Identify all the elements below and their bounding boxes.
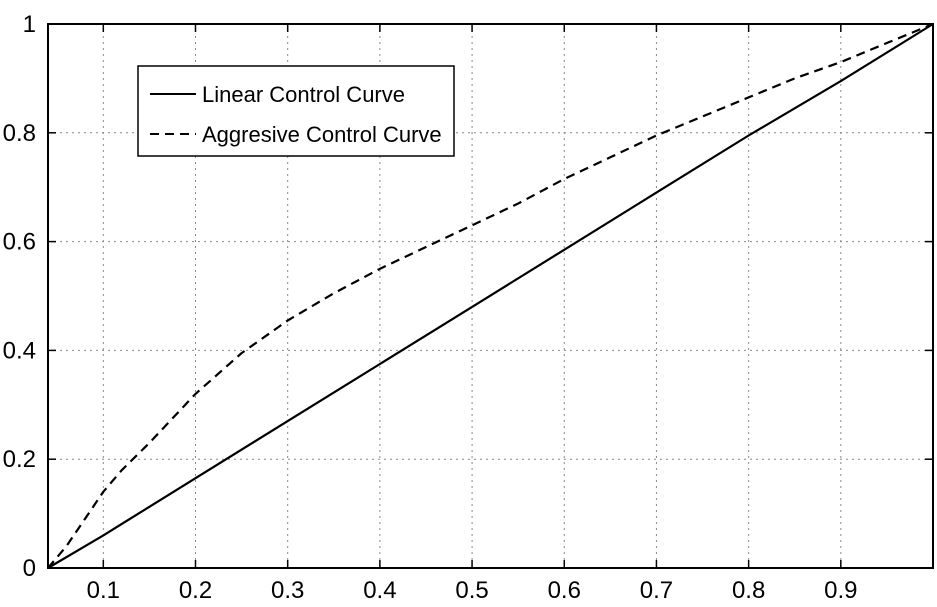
x-tick-label: 0.2 <box>179 577 212 604</box>
series-layer <box>47 22 934 569</box>
ticks <box>48 23 933 569</box>
series-line-linear <box>47 23 934 569</box>
y-tick-label: 0 <box>23 555 36 582</box>
y-tick-label: 1 <box>23 11 36 38</box>
y-tick-label: 0.2 <box>3 446 36 473</box>
x-tick-label: 0.1 <box>87 577 120 604</box>
x-tick-label: 0.5 <box>455 577 488 604</box>
tick-labels: 0.1 0.2 0.3 0.4 0.5 0.6 0.7 0.8 0.9 0 0.2 0.4 0.6 0.8… <box>3 11 858 604</box>
x-tick-label: 0.7 <box>640 577 673 604</box>
x-tick-label: 0.3 <box>271 577 304 604</box>
x-tick-label: 0.4 <box>363 577 396 604</box>
series-line-aggressive <box>47 22 934 569</box>
legend: Linear Control Curve Aggresive Control C… <box>137 65 455 157</box>
y-tick-label: 0.4 <box>3 337 36 364</box>
x-tick-label: 0.6 <box>548 577 581 604</box>
legend-label-aggressive: Aggresive Control Curve <box>202 122 442 147</box>
y-tick-label: 0.8 <box>3 120 36 147</box>
legend-label-linear: Linear Control Curve <box>202 82 405 107</box>
x-tick-label: 0.9 <box>824 577 857 604</box>
legend-box <box>137 65 455 157</box>
x-tick-label: 0.8 <box>732 577 765 604</box>
y-tick-label: 0.6 <box>3 229 36 256</box>
plot-frame <box>47 23 934 569</box>
